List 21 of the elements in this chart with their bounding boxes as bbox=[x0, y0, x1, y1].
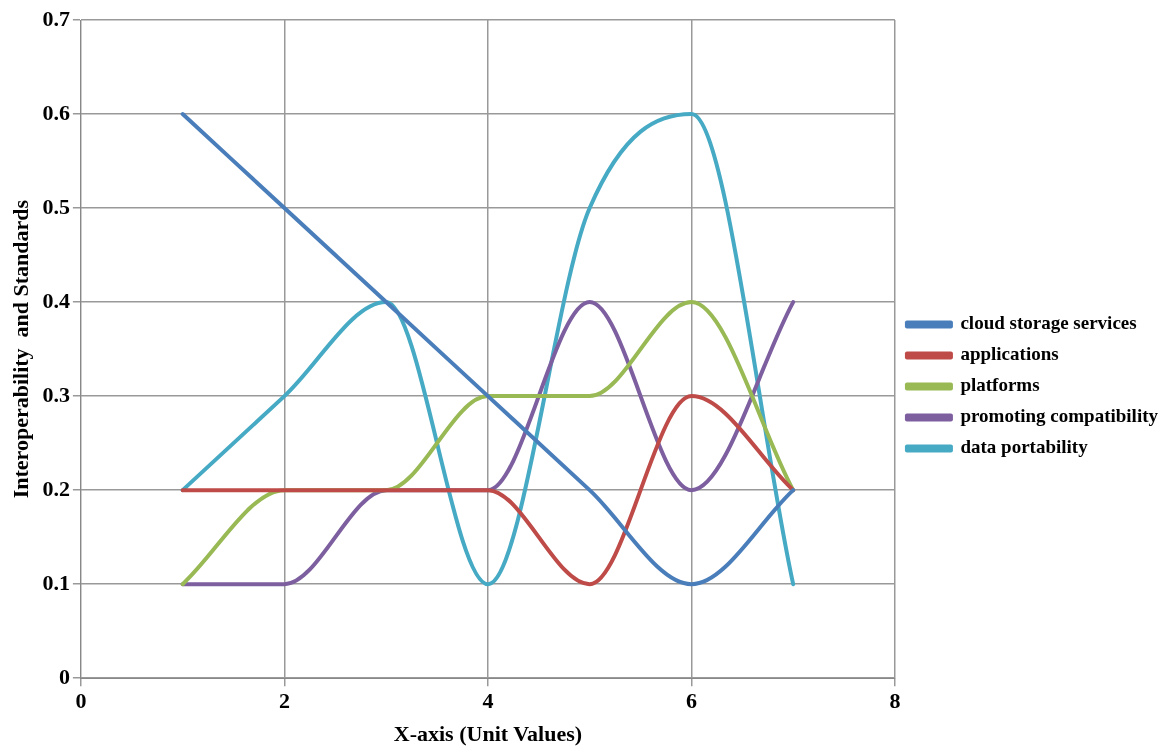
y-tick-label: 0 bbox=[58, 663, 70, 689]
y-tick-label: 0.4 bbox=[42, 287, 70, 313]
x-tick-label: 4 bbox=[482, 688, 494, 714]
y-tick-label: 0.2 bbox=[42, 475, 70, 501]
y-axis-title: Interoperability and Standards bbox=[7, 199, 33, 499]
x-tick-label: 2 bbox=[278, 688, 290, 714]
y-tick-label: 0.1 bbox=[42, 569, 70, 595]
x-axis-title: X-axis (Unit Values) bbox=[393, 721, 583, 747]
x-tick-label: 0 bbox=[75, 688, 87, 714]
legend-label: platforms bbox=[960, 374, 1040, 396]
y-tick-label: 0.6 bbox=[42, 99, 70, 125]
x-tick-label: 8 bbox=[889, 688, 901, 714]
legend-label: data portability bbox=[960, 436, 1089, 458]
y-tick-label: 0.3 bbox=[42, 381, 70, 407]
line-series bbox=[180, 112, 796, 587]
y-tick-label: 0.5 bbox=[42, 193, 70, 219]
legend-label: applications bbox=[960, 343, 1059, 365]
y-tick-label: 0.7 bbox=[42, 5, 70, 31]
x-tick-label: 6 bbox=[685, 688, 697, 714]
legend-label: cloud storage services bbox=[960, 312, 1137, 334]
legend-label: promoting compatibility bbox=[960, 405, 1159, 427]
